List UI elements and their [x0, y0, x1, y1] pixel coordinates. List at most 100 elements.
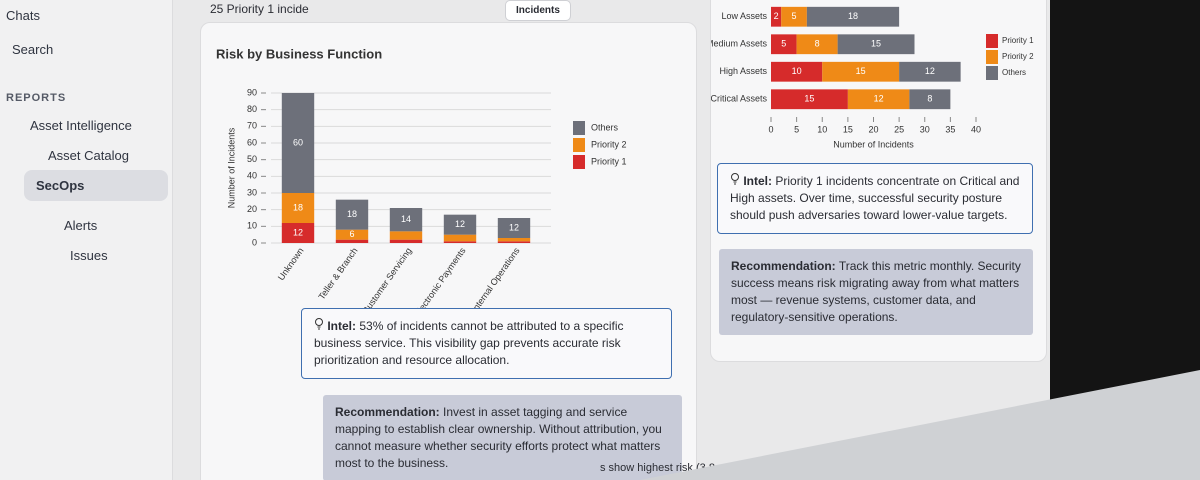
bar-segment — [443, 241, 477, 243]
data-label: 6 — [349, 229, 354, 239]
y-tick-label: 50 — [247, 154, 257, 164]
x-tick-label: Internal Operations — [469, 245, 521, 308]
data-label: 8 — [815, 39, 820, 49]
bar-segment — [771, 6, 782, 27]
bar-segment — [771, 89, 848, 110]
intel-box: Intel: Priority 1 incidents concentrate … — [717, 163, 1033, 234]
y-tick-label: 60 — [247, 137, 257, 147]
intel-text: 53% of incidents cannot be attributed to… — [314, 319, 624, 367]
nav-search[interactable]: Search — [12, 42, 54, 57]
data-label: 12 — [874, 94, 884, 104]
x-axis-label: Number of Incidents — [833, 139, 914, 149]
x-tick-label: 30 — [920, 124, 930, 134]
data-label: 60 — [293, 137, 303, 147]
nav-secops[interactable]: SecOps — [24, 170, 168, 201]
card: Risk by Business Function 0 10 20 30 40 50 60 70… — [200, 22, 697, 480]
recommendation-box: Recommendation: Invest in asset tagging … — [323, 395, 682, 480]
data-label: 8 — [927, 94, 932, 104]
y-tick-label: 10 — [247, 221, 257, 231]
x-tick-label: Customer Servicing — [360, 246, 413, 308]
intel-text: Priority 1 incidents concentrate on Crit… — [730, 174, 1020, 222]
recommendation-text: Invest in asset tagging and service mapp… — [335, 405, 662, 470]
bar-segment — [497, 238, 531, 242]
bar-segment — [443, 234, 477, 242]
data-label: 2 — [774, 11, 779, 21]
bar-segment — [389, 208, 423, 232]
bar-segment — [837, 34, 915, 55]
bulb-icon — [731, 173, 739, 185]
bar-segment — [443, 214, 477, 235]
data-label: 12 — [509, 222, 519, 232]
bar-segment — [281, 193, 315, 223]
bar-segment — [796, 34, 838, 55]
y-tick-label: 20 — [247, 204, 257, 214]
bar-segment — [335, 199, 369, 230]
data-label: 5 — [781, 39, 786, 49]
legend-label: Priority 2 — [1002, 52, 1034, 61]
tab[interactable]: Incidents — [505, 0, 571, 21]
x-tick-label: 40 — [971, 124, 981, 134]
legend-swatch — [573, 121, 585, 135]
recommendation-text: Track this metric monthly. Security succ… — [731, 259, 1021, 324]
data-label: 15 — [871, 39, 881, 49]
bar-segment — [335, 239, 369, 243]
chart-title: Risk by Business Function — [216, 46, 382, 61]
nav-asset-intelligence[interactable]: Asset Intelligence — [30, 118, 132, 133]
legend-label: Priority 2 — [591, 139, 627, 149]
nav-alerts[interactable]: Alerts — [64, 218, 98, 233]
y-tick-label: Medium Assets — [711, 39, 767, 49]
nav-issues[interactable]: Issues — [70, 248, 108, 263]
x-tick-label: 35 — [945, 124, 955, 134]
x-tick-label: 15 — [843, 124, 853, 134]
bar-segment — [899, 61, 961, 82]
y-tick-label: 70 — [247, 121, 257, 131]
bulb-icon — [315, 318, 323, 330]
x-tick-label: Teller & Branch — [316, 246, 359, 302]
legend-label: Others — [591, 122, 619, 132]
x-tick-label: 20 — [868, 124, 878, 134]
bar-segment — [281, 223, 315, 243]
legend-label: Others — [1002, 68, 1026, 77]
bar-segment — [806, 6, 900, 27]
data-label: 15 — [856, 66, 866, 76]
summary: 25 Priority 1 incide — [210, 2, 309, 16]
intel-label: Intel: — [743, 174, 773, 188]
bar-segment — [335, 229, 369, 240]
bar-segment — [909, 89, 951, 110]
bar-segment — [822, 61, 900, 82]
data-label: 12 — [925, 66, 935, 76]
nav-chats[interactable]: Chats — [6, 8, 40, 23]
legend-swatch — [986, 34, 998, 48]
y-tick-label: Low Assets — [721, 11, 767, 21]
legend-swatch — [986, 66, 998, 80]
data-label: 12 — [293, 227, 303, 237]
bar-segment — [771, 34, 797, 55]
nav-asset-catalog[interactable]: Asset Catalog — [48, 148, 129, 163]
intel-label: Intel: — [327, 319, 357, 333]
x-tick-label: 0 — [768, 124, 773, 134]
y-tick-label: High Assets — [719, 66, 767, 76]
data-label: 18 — [848, 11, 858, 21]
y-tick-label: 40 — [247, 171, 257, 181]
y-axis-label: Number of Incidents — [226, 127, 236, 208]
intel-box: Intel: 53% of incidents cannot be attrib… — [301, 308, 672, 379]
x-tick-label: Electronic Payments — [412, 245, 468, 308]
section-label: REPORTS — [6, 92, 67, 104]
sidebar: Chats Search REPORTS Asset Intelligence … — [0, 0, 173, 480]
recommendation-label: Recommendation: — [335, 405, 440, 419]
data-label: 14 — [401, 214, 411, 224]
bar-segment — [497, 241, 531, 243]
legend-label: Priority 1 — [1002, 36, 1034, 45]
chart: Risk by Business Function 0 10 20 30 40 50 60 70… — [216, 46, 627, 308]
legend-swatch — [573, 138, 585, 152]
bar-segment — [389, 231, 423, 240]
legend-swatch — [986, 50, 998, 64]
y-tick-label: Critical Assets — [711, 94, 767, 104]
y-tick-label: 0 — [252, 237, 257, 247]
bar-segment — [771, 61, 823, 82]
y-tick-label: 30 — [247, 187, 257, 197]
card: 0 5 10 15 20 25 30 35 40 Number of Incidents Low A… — [710, 0, 1047, 362]
y-tick-label: 80 — [247, 104, 257, 114]
